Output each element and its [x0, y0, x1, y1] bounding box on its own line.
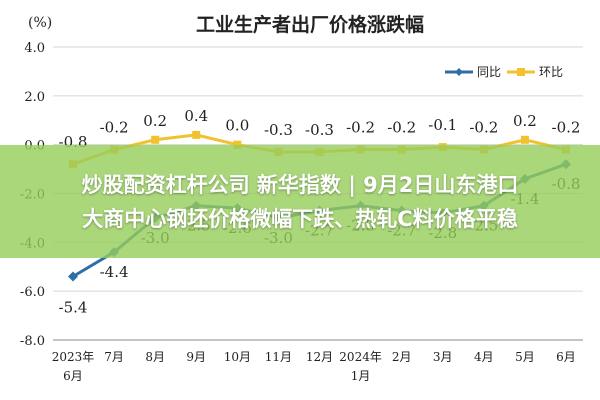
- data-label: -0.2: [346, 119, 375, 137]
- y-tick-label: -6.0: [20, 285, 45, 300]
- data-label: -0.2: [387, 119, 416, 137]
- legend-marker: [517, 68, 525, 76]
- x-axis-ticks: 2023年 6月 7月 8月 9月 10月 11月 12月 2024年 1月 2月 3月 4月 5月 6月: [52, 350, 576, 383]
- y-tick-label: -8.0: [20, 334, 45, 349]
- x-tick-label: 10月: [224, 350, 251, 364]
- x-tick-label: 12月: [306, 350, 333, 364]
- legend-marker: [455, 68, 463, 76]
- data-point: [233, 140, 242, 149]
- chart-title: 工业生产者出厂价格涨跌幅: [196, 13, 424, 36]
- x-tick-label: 4月: [474, 350, 494, 364]
- banner-line-2: 大商中心钢坯价格微幅下跌、热轧C料价格平稳: [82, 206, 518, 231]
- news-banner-overlay[interactable]: 炒股配资杠杆公司 新华指数 | 9月2日山东港口 大商中心钢坯价格微幅下跌、热轧…: [0, 145, 600, 258]
- x-tick-label: 3月: [433, 350, 453, 364]
- x-tick-label: 7月: [104, 350, 124, 364]
- y-tick-label: 4.0: [24, 41, 45, 56]
- x-tick-label: 2月: [392, 350, 412, 364]
- x-tick-label: 9月: [186, 350, 206, 364]
- y-axis-unit: (%): [28, 15, 52, 31]
- data-label: 0.4: [184, 107, 208, 125]
- banner-line-1: 炒股配资杠杆公司 新华指数 | 9月2日山东港口: [81, 172, 519, 197]
- data-label: -0.2: [552, 119, 581, 137]
- data-label: 0.2: [513, 112, 537, 130]
- data-label: -0.1: [428, 116, 457, 134]
- x-tick-label: 2023年 6月: [52, 350, 95, 383]
- data-label: -0.3: [305, 121, 334, 139]
- x-tick-label: 6月: [556, 350, 576, 364]
- data-point: [68, 271, 78, 282]
- gridlines: [53, 46, 583, 341]
- data-label: -0.2: [469, 119, 498, 137]
- data-label: 0.2: [143, 112, 167, 130]
- data-point: [520, 135, 529, 144]
- data-label: -4.4: [100, 263, 129, 281]
- x-tick-label: 11月: [265, 350, 292, 364]
- data-label: -0.3: [264, 121, 293, 139]
- legend-label: 同比: [477, 65, 501, 79]
- legend: 同比 环比: [445, 65, 563, 79]
- x-tick-label: 5月: [515, 350, 535, 364]
- data-label: 0.0: [225, 117, 249, 135]
- x-tick-label: 2024年 1月: [339, 350, 382, 383]
- data-point: [151, 135, 160, 144]
- legend-label: 环比: [539, 65, 563, 79]
- data-label: -0.2: [100, 119, 129, 137]
- y-tick-label: 2.0: [24, 90, 45, 105]
- data-label: -5.4: [59, 299, 88, 317]
- x-tick-label: 8月: [145, 350, 165, 364]
- data-point: [192, 130, 201, 139]
